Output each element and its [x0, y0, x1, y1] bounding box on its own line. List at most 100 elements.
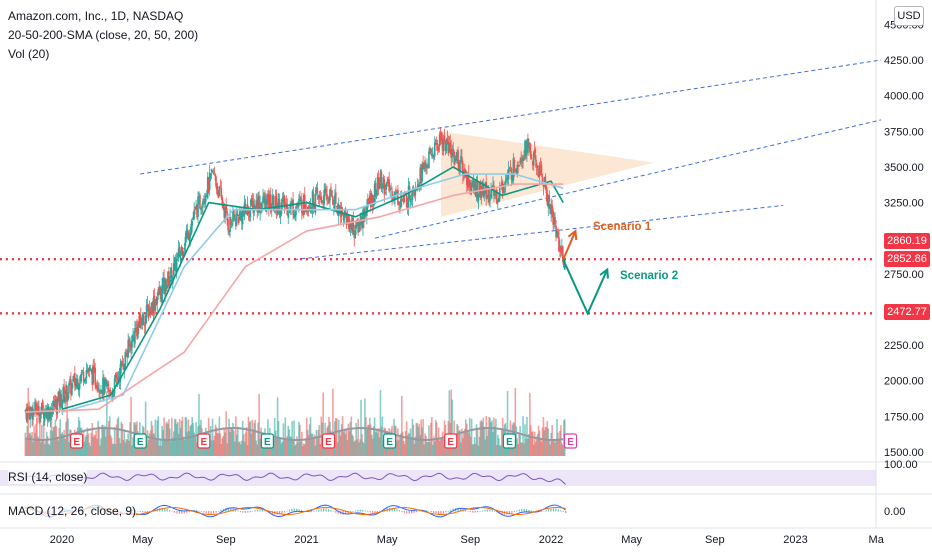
volume-bar	[538, 430, 541, 456]
earnings-marker-label: E	[447, 437, 454, 448]
earnings-marker[interactable]	[563, 433, 578, 449]
volume-bar	[182, 436, 185, 456]
volume-bar	[368, 417, 371, 456]
candle-body	[369, 193, 372, 208]
candle-body	[147, 306, 150, 319]
candle-body	[135, 328, 137, 330]
macd-histogram-bar	[291, 509, 293, 512]
candle-body	[276, 208, 279, 215]
macd-histogram-bar	[403, 511, 405, 513]
volume-bar	[518, 433, 520, 456]
candle-body	[41, 400, 44, 408]
volume-bar	[90, 432, 93, 456]
volume-bar	[372, 426, 375, 456]
trend-line[interactable]	[140, 59, 882, 175]
earnings-marker[interactable]	[502, 433, 517, 449]
macd-histogram-bar	[252, 510, 254, 512]
sma-line[interactable]	[25, 183, 564, 413]
earnings-marker[interactable]	[321, 433, 336, 449]
volume-bar	[104, 425, 106, 456]
candle-body	[280, 202, 283, 215]
candle-body	[139, 314, 141, 328]
macd-histogram-bar	[279, 511, 281, 515]
candle-body	[425, 164, 427, 169]
volume-bar	[498, 445, 501, 456]
earnings-marker[interactable]	[260, 433, 274, 449]
candle-body	[554, 217, 556, 225]
candle-body	[550, 206, 552, 215]
candle-body	[501, 181, 504, 194]
volume-legend[interactable]: Vol (20)	[8, 47, 50, 61]
scenario-2-arrow[interactable]	[562, 259, 609, 316]
candle-body	[561, 247, 563, 251]
x-tick-label: Sep	[216, 534, 236, 546]
candle-body	[505, 178, 508, 180]
volume-bar	[145, 444, 148, 456]
candle-body	[269, 196, 271, 207]
candle-body	[294, 213, 296, 217]
scenario-1-arrow-head[interactable]	[567, 229, 578, 241]
volume-bar	[532, 444, 535, 456]
scenario-2-arrow-head[interactable]	[599, 267, 609, 279]
volume-bar	[530, 425, 532, 456]
candle-body	[406, 206, 409, 208]
earnings-marker[interactable]	[383, 433, 397, 449]
candle-body	[199, 195, 201, 209]
candle-body	[99, 391, 101, 394]
scenario-1-arrow[interactable]	[562, 230, 577, 260]
earnings-marker[interactable]	[197, 433, 211, 449]
volume-bar	[155, 438, 158, 456]
price-tag-2860: 2860.19	[884, 233, 930, 249]
volume-bar	[242, 434, 245, 456]
volume-bar	[233, 430, 235, 456]
macd-label[interactable]: MACD (12, 26, close, 9)	[8, 504, 137, 518]
trend-line[interactable]	[374, 119, 882, 239]
candle-body	[484, 182, 487, 194]
volume-bar	[291, 421, 293, 456]
macd-histogram-bar	[347, 511, 349, 514]
volume-bar	[53, 426, 56, 456]
candle-body	[119, 364, 122, 382]
volume-bar	[290, 436, 292, 456]
candle-body	[389, 189, 391, 191]
volume-bar	[117, 416, 120, 456]
volume-bar	[401, 431, 404, 456]
y-tick-label: 2250.00	[884, 340, 924, 352]
rsi-label[interactable]: RSI (14, close)	[8, 470, 88, 484]
macd-histogram-bar	[352, 511, 354, 512]
sma-legend[interactable]: 20-50-200-SMA (close, 20, 50, 200)	[8, 28, 199, 42]
macd-histogram-bar	[472, 511, 474, 513]
volume-bar	[287, 426, 290, 456]
macd-histogram-bar	[533, 511, 535, 512]
macd-histogram-bar	[283, 511, 286, 513]
earnings-marker[interactable]	[70, 433, 84, 449]
volume-bar	[205, 444, 208, 456]
candle-body	[350, 224, 353, 229]
candle-body	[174, 258, 177, 272]
volume-bar	[352, 436, 355, 456]
candle-body	[323, 189, 325, 205]
earnings-marker[interactable]	[444, 433, 458, 449]
scenario-1-label[interactable]: Scenario 1	[593, 221, 652, 233]
candle-body	[179, 251, 182, 260]
candle-body	[464, 168, 466, 177]
macd-histogram-bar	[521, 508, 523, 512]
sma-line[interactable]	[61, 173, 564, 413]
trend-line[interactable]	[294, 204, 784, 261]
candle-body	[392, 198, 394, 200]
currency-button[interactable]: USD	[894, 6, 924, 26]
volume-bar	[276, 397, 279, 456]
candle-body	[519, 160, 521, 164]
earnings-marker[interactable]	[133, 433, 147, 449]
candle-body	[32, 408, 34, 420]
candle-body	[81, 370, 84, 372]
candle-body	[302, 213, 304, 215]
candle-body	[162, 278, 164, 287]
macd-histogram-bar	[459, 508, 462, 512]
candle-body	[25, 408, 28, 420]
volume-bar	[248, 422, 251, 456]
scenario-2-label[interactable]: Scenario 2	[620, 270, 679, 282]
volume-bar	[524, 424, 526, 456]
volume-bar	[39, 413, 41, 456]
